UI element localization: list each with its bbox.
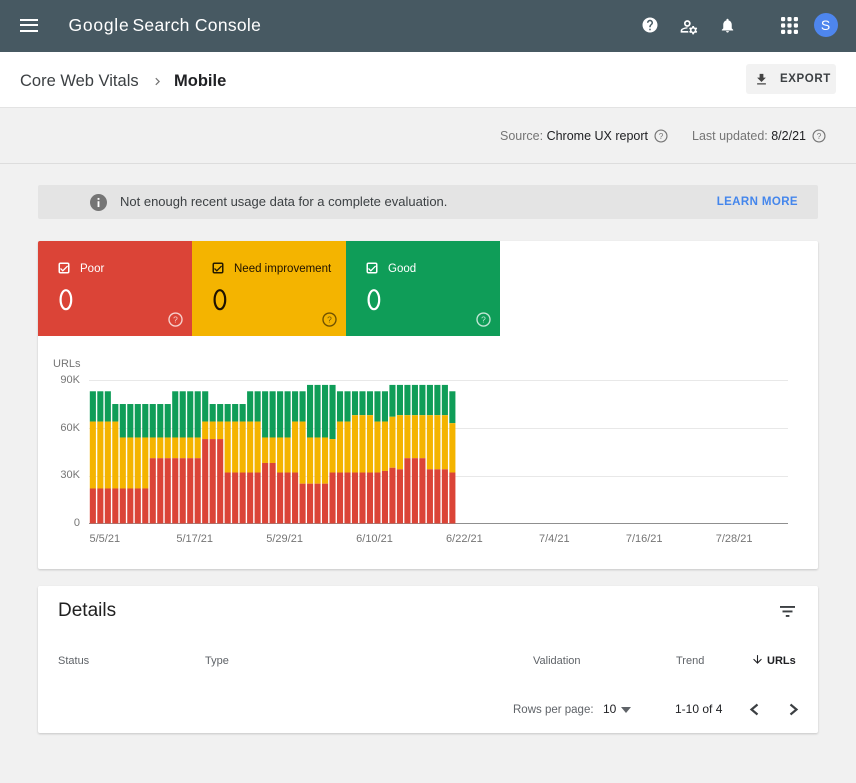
svg-text:?: ?: [173, 314, 178, 324]
svg-text:?: ?: [817, 132, 822, 141]
svg-text:?: ?: [659, 132, 664, 141]
svg-text:?: ?: [481, 314, 486, 324]
svg-text:?: ?: [327, 314, 332, 324]
